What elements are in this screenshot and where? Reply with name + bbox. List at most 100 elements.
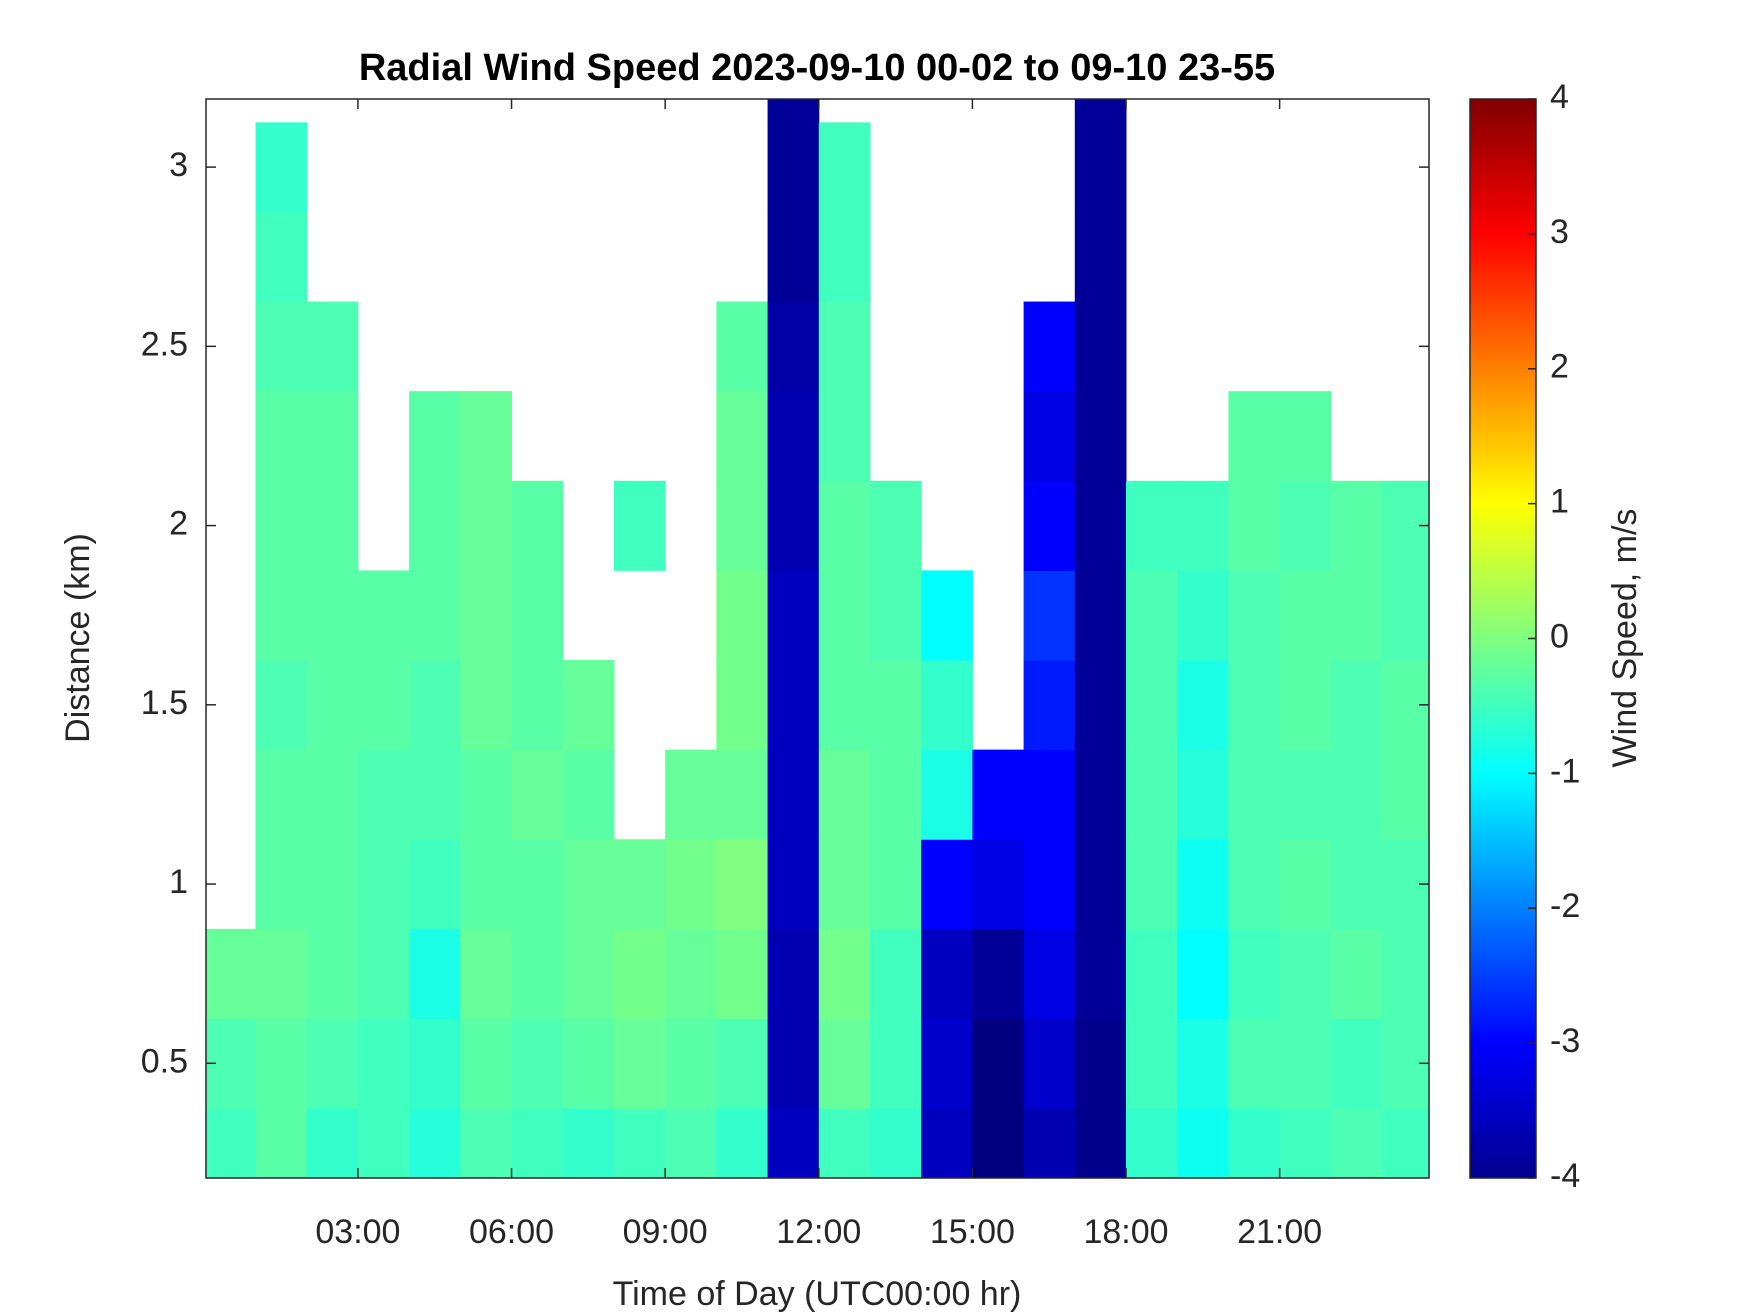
cell [511, 1018, 564, 1109]
cell [818, 480, 871, 571]
cell [767, 839, 820, 930]
y-tick-label: 2.5 [141, 325, 188, 363]
cell [255, 839, 308, 930]
chart-title: Radial Wind Speed 2023-09-10 00-02 to 09… [359, 47, 1275, 89]
cell [1074, 301, 1127, 392]
cell [1023, 570, 1076, 661]
cell [357, 1018, 410, 1109]
cell [1023, 839, 1076, 930]
cell [716, 570, 769, 661]
cell [1126, 570, 1178, 661]
cell [613, 1018, 666, 1109]
cell [409, 480, 461, 571]
cell [665, 928, 717, 1019]
cell [1382, 1108, 1429, 1178]
cell [921, 570, 973, 661]
x-tick-label: 18:00 [1083, 1213, 1168, 1251]
cell [1126, 839, 1178, 930]
cell [767, 122, 820, 213]
cell [562, 1108, 615, 1178]
cell [460, 749, 513, 840]
cell [613, 839, 666, 930]
x-tick-label: 09:00 [623, 1213, 708, 1251]
x-tick-label: 06:00 [469, 1213, 554, 1251]
cell [460, 570, 513, 661]
cell [306, 570, 359, 661]
cell [1023, 1108, 1076, 1178]
cell [921, 1108, 973, 1178]
cell [511, 839, 564, 930]
cell [972, 1108, 1025, 1178]
cell [1228, 660, 1281, 751]
cell [1126, 749, 1178, 840]
cell [306, 749, 359, 840]
cell [1126, 1018, 1178, 1109]
cell [409, 749, 461, 840]
cell [716, 749, 769, 840]
cell [1177, 1018, 1229, 1109]
y-tick-label: 0.5 [141, 1042, 188, 1080]
cell [357, 839, 410, 930]
cell [562, 749, 615, 840]
colorbar-label: Wind Speed, m/s [1606, 509, 1644, 768]
cell [255, 480, 308, 571]
colorbar-tick-label: 0 [1550, 617, 1569, 655]
cell [1177, 749, 1229, 840]
cell [409, 660, 461, 751]
x-tick-label: 21:00 [1237, 1213, 1322, 1251]
y-tick-label: 1.5 [141, 684, 188, 722]
cell [1023, 480, 1076, 571]
cell [1228, 391, 1281, 482]
cell [818, 301, 871, 392]
cell [511, 928, 564, 1019]
cell [767, 480, 820, 571]
cell [818, 211, 871, 303]
cell [716, 1018, 769, 1109]
cell [255, 1108, 308, 1178]
cell [409, 1108, 461, 1178]
cell [1126, 480, 1178, 571]
x-tick-label: 15:00 [930, 1213, 1015, 1251]
cell [921, 1018, 973, 1109]
cell [613, 1108, 666, 1178]
cell [1330, 928, 1383, 1019]
cell [357, 749, 410, 840]
cell [306, 480, 359, 571]
cell [1126, 1108, 1178, 1178]
cell [1330, 839, 1383, 930]
cell [255, 570, 308, 661]
cell [255, 301, 308, 392]
x-tick-label: 12:00 [776, 1213, 861, 1251]
cell [1074, 570, 1127, 661]
cell [1023, 660, 1076, 751]
cell [1074, 211, 1127, 303]
cell [460, 1108, 513, 1178]
cell [1074, 839, 1127, 930]
cell [1279, 570, 1332, 661]
cell [1074, 928, 1127, 1019]
cell [357, 660, 410, 751]
cell [1279, 1108, 1332, 1178]
cell [767, 301, 820, 392]
cell [206, 928, 257, 1019]
cell [767, 211, 820, 303]
cell [818, 660, 871, 751]
cell [716, 480, 769, 571]
cell [255, 749, 308, 840]
cell [767, 99, 820, 123]
cell [869, 1018, 922, 1109]
cell [306, 839, 359, 930]
cell [665, 1108, 717, 1178]
colorbar-tick-label: -3 [1550, 1022, 1580, 1060]
cell [767, 660, 820, 751]
colorbar-tick-label: 2 [1550, 348, 1569, 386]
colorbar-tick-label: 1 [1550, 483, 1569, 521]
cell [1330, 570, 1383, 661]
cell [357, 1108, 410, 1178]
cell [1382, 928, 1429, 1019]
cell [1330, 660, 1383, 751]
cell [1382, 749, 1429, 840]
cell [818, 391, 871, 482]
cell [1279, 391, 1332, 482]
